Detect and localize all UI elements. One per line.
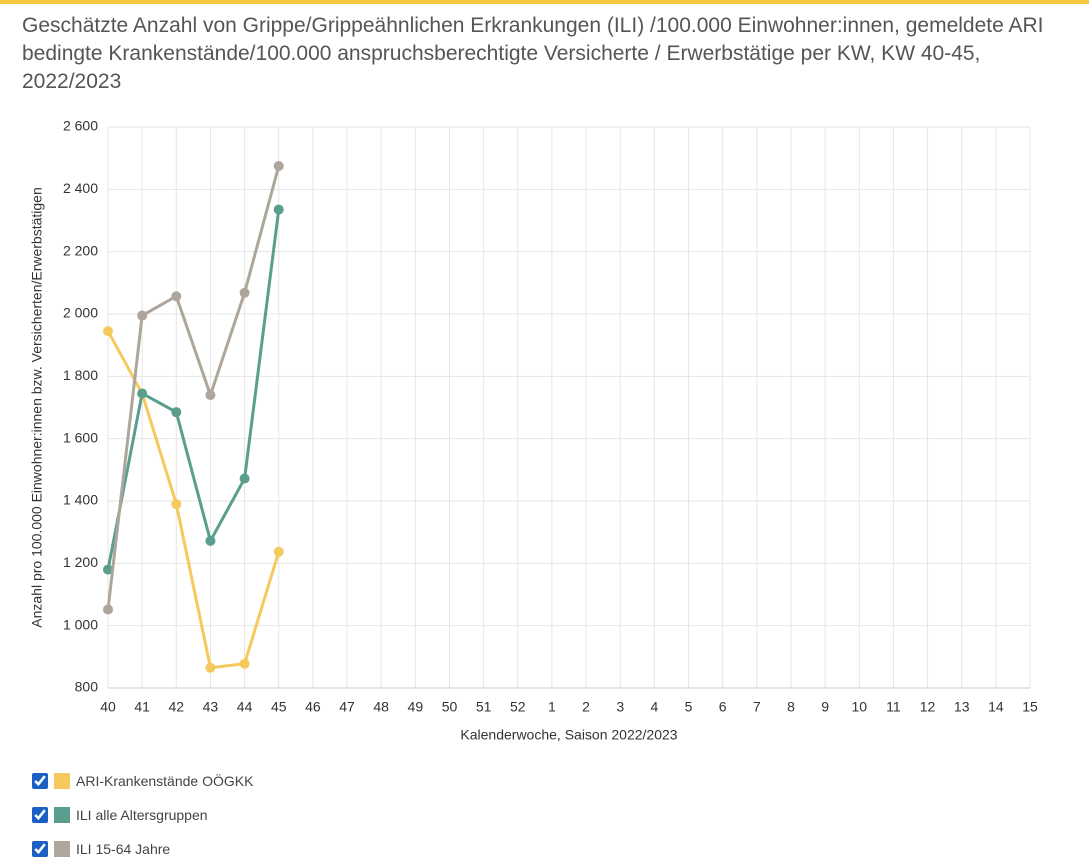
point [137, 388, 148, 399]
x-tick-label: 41 [134, 699, 150, 715]
legend-checkbox[interactable] [32, 807, 48, 823]
x-tick-label: 49 [408, 699, 424, 715]
series-line [106, 330, 281, 670]
point [239, 473, 250, 484]
x-tick-label: 2 [582, 699, 590, 715]
series-line [106, 165, 281, 610]
legend-label: ARI-Krankenstände OÖGKK [76, 773, 254, 789]
x-tick-label: 13 [954, 699, 970, 715]
legend-checkbox[interactable] [32, 773, 48, 789]
x-tick-label: 15 [1022, 699, 1038, 715]
point [205, 662, 216, 673]
x-tick-label: 45 [271, 699, 287, 715]
series-line [106, 209, 281, 570]
point [273, 160, 284, 171]
y-tick-label: 2 000 [63, 305, 98, 321]
legend: ARI-Krankenstände OÖGKK ILI alle Altersgr… [32, 764, 253, 866]
x-tick-label: 43 [203, 699, 219, 715]
point [171, 407, 182, 418]
y-tick-label: 2 600 [63, 118, 98, 134]
x-tick-label: 48 [373, 699, 389, 715]
top-bar [0, 0, 1089, 4]
x-tick-label: 47 [339, 699, 355, 715]
point [273, 546, 284, 557]
point [239, 287, 250, 298]
point [103, 564, 113, 575]
x-tick-label: 7 [753, 699, 761, 715]
point [171, 499, 182, 510]
y-axis-label: Anzahl pro 100.000 Einwohner:innen bzw. … [29, 187, 45, 628]
y-tick-label: 1 000 [63, 616, 98, 632]
y-tick-label: 1 600 [63, 429, 98, 445]
x-tick-label: 12 [920, 699, 936, 715]
x-tick-label: 8 [787, 699, 795, 715]
legend-swatch [54, 841, 70, 857]
point [137, 310, 148, 321]
point [273, 204, 284, 215]
point [205, 390, 216, 401]
chart-title: Geschätzte Anzahl von Grippe/Grippeähnli… [22, 14, 1044, 93]
x-tick-label: 50 [442, 699, 458, 715]
y-tick-label: 2 200 [63, 242, 98, 258]
legend-item[interactable]: ILI 15-64 Jahre [32, 832, 253, 866]
y-tick-label: 1 800 [63, 367, 98, 383]
x-tick-label: 3 [616, 699, 624, 715]
x-tick-label: 51 [476, 699, 492, 715]
x-tick-label: 9 [821, 699, 829, 715]
point [171, 291, 182, 302]
x-tick-label: 6 [719, 699, 727, 715]
x-tick-label: 44 [237, 699, 253, 715]
x-tick-label: 42 [169, 699, 185, 715]
x-tick-label: 5 [685, 699, 693, 715]
legend-swatch [54, 807, 70, 823]
legend-label: ILI 15-64 Jahre [76, 841, 171, 857]
legend-checkbox[interactable] [32, 841, 48, 857]
x-tick-label: 46 [305, 699, 321, 715]
x-tick-label: 14 [988, 699, 1004, 715]
y-tick-label: 1 200 [63, 554, 98, 570]
y-tick-label: 1 400 [63, 492, 98, 508]
legend-label: ILI alle Altersgruppen [76, 807, 208, 823]
x-tick-label: 1 [548, 699, 556, 715]
x-tick-label: 52 [510, 699, 526, 715]
point [103, 326, 113, 337]
legend-item[interactable]: ARI-Krankenstände OÖGKK [32, 764, 253, 798]
x-tick-label: 11 [886, 699, 901, 715]
point [239, 658, 250, 669]
x-tick-label: 40 [100, 699, 116, 715]
legend-swatch [54, 773, 70, 789]
point [205, 535, 216, 546]
x-tick-label: 4 [650, 699, 658, 715]
y-tick-label: 2 400 [63, 180, 98, 196]
point [103, 604, 113, 615]
legend-item[interactable]: ILI alle Altersgruppen [32, 798, 253, 832]
x-axis-label: Kalenderwoche, Saison 2022/2023 [460, 727, 677, 743]
y-tick-label: 800 [75, 679, 99, 695]
x-tick-label: 10 [851, 699, 867, 715]
